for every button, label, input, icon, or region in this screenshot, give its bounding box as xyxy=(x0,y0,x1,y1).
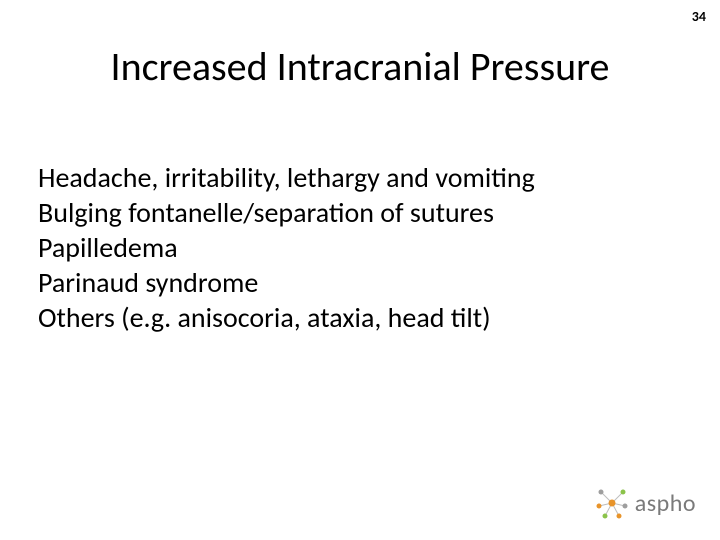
body-content: Headache, irritability, lethargy and vom… xyxy=(38,160,682,335)
body-line: Headache, irritability, lethargy and vom… xyxy=(38,160,682,195)
body-line: Others (e.g. anisocoria, ataxia, head ti… xyxy=(38,300,682,335)
body-line: Bulging fontanelle/separation of sutures xyxy=(38,195,682,230)
body-line: Papilledema xyxy=(38,230,682,265)
logo-text: aspho xyxy=(635,489,696,518)
body-line: Parinaud syndrome xyxy=(38,265,682,300)
page-number: 34 xyxy=(692,8,706,25)
slide-title: Increased Intracranial Pressure xyxy=(0,42,720,91)
aspho-logo: aspho xyxy=(595,486,696,520)
logo-mark-icon xyxy=(595,486,629,520)
